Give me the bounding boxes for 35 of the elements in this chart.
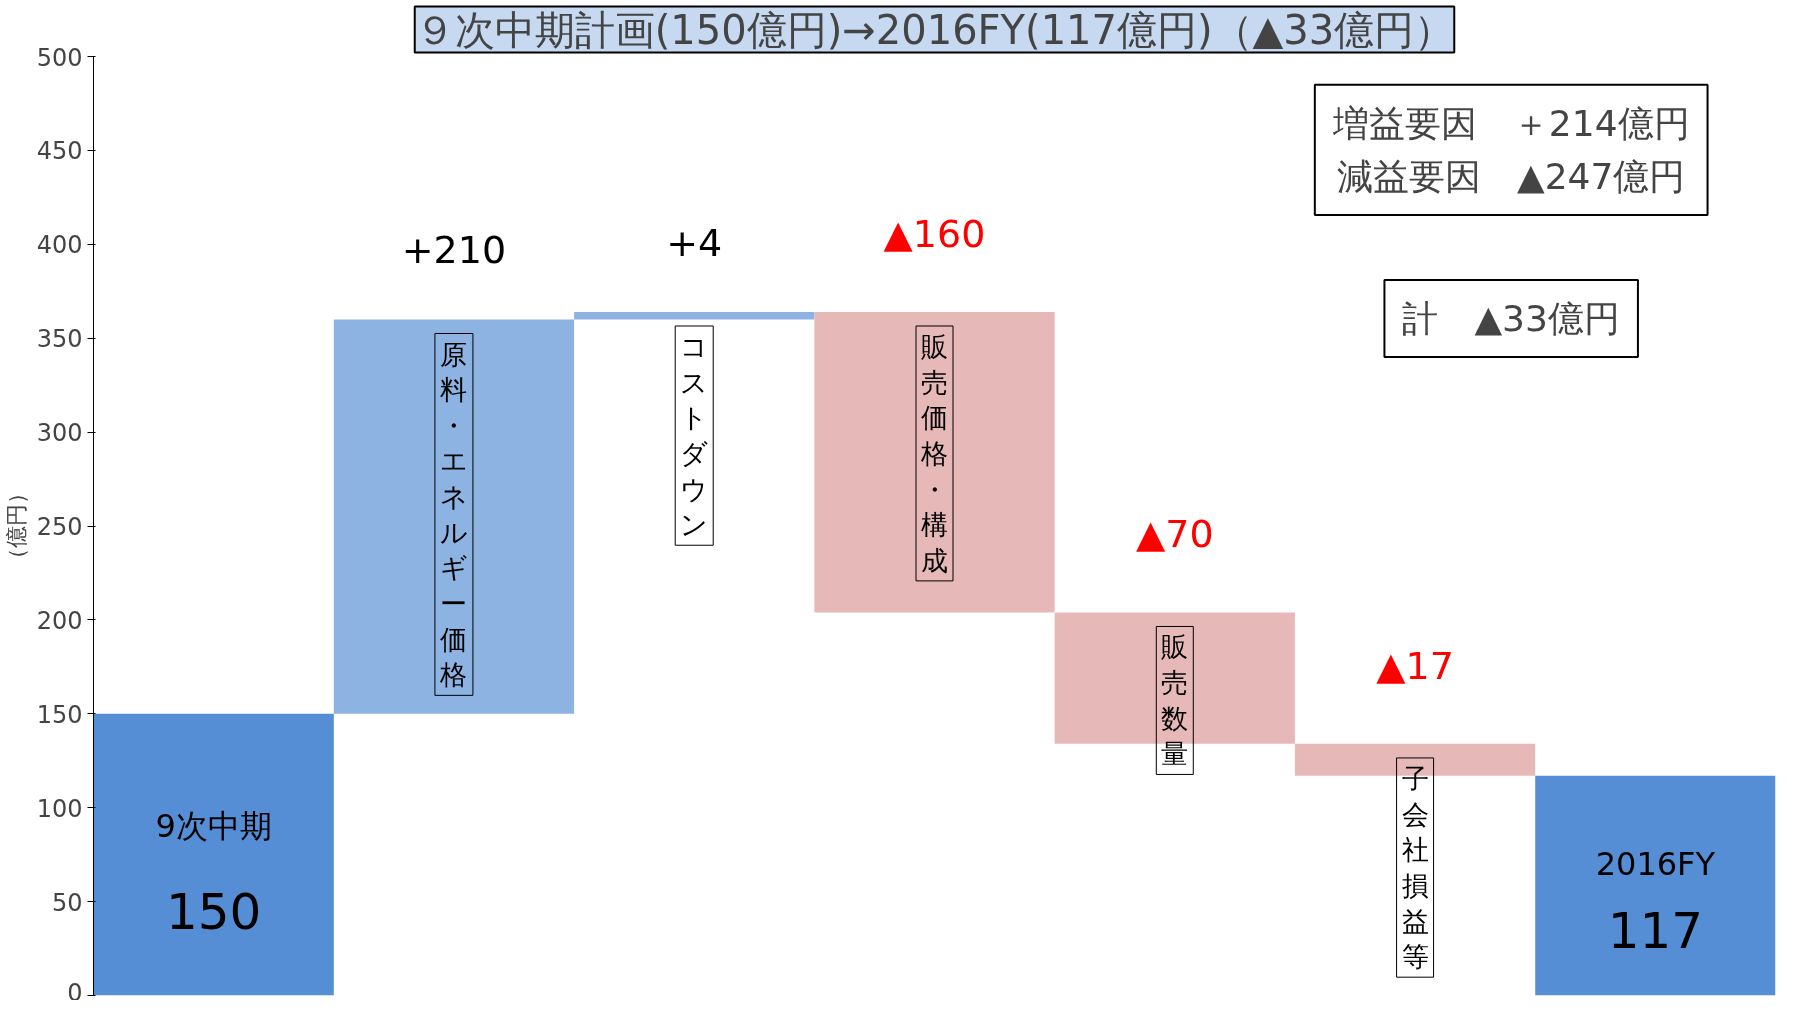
x-tick-label: 販売価格・構成 [920,330,948,576]
bar [93,713,334,996]
y-tick-label: 350 [36,325,83,354]
y-tick-label: 150 [36,700,83,729]
y-tick-label: 400 [36,231,83,260]
y-tick-label: 250 [36,513,83,541]
y-tick-label: 0 [67,978,83,1007]
y-tick-label: 450 [36,137,83,166]
bar [333,319,575,714]
chart-title: ９次中期計画(150億円)→2016FY(117億円)（▲33億円） [414,6,1455,53]
y-tick-label: 200 [36,606,83,635]
annotation: 計 ▲33億円 [1402,297,1620,339]
y-tick-label: 300 [36,419,83,448]
data-label: 150 [165,882,262,941]
data-label: ▲70 [1136,512,1214,557]
y-tick-label: 50 [51,888,83,917]
x-tick-label: 9次中期 [155,807,272,846]
bar [1535,775,1776,996]
y-tick-label: 100 [36,794,83,823]
x-tick-label: コストダウン [680,330,709,541]
data-label: ▲17 [1376,643,1454,688]
x-tick-label: 子会社損益等 [1401,762,1429,973]
data-label: +4 [666,220,723,265]
annotation: 増益要因 ＋214億円 [1331,102,1690,144]
category-label: 原料・エネルギー価格 [439,338,468,691]
bar [574,311,815,320]
data-label: 117 [1607,901,1704,960]
data-label: ▲160 [883,211,986,256]
data-label: +210 [401,228,507,273]
x-tick-label: 販売数量 [1161,631,1189,770]
y-axis-title: （億円） [3,482,29,570]
y-tick-label: 500 [36,43,83,72]
annotation: 減益要因 ▲247億円 [1336,155,1686,197]
bar [814,311,1055,613]
x-tick-label: 2016FY [1595,844,1716,883]
